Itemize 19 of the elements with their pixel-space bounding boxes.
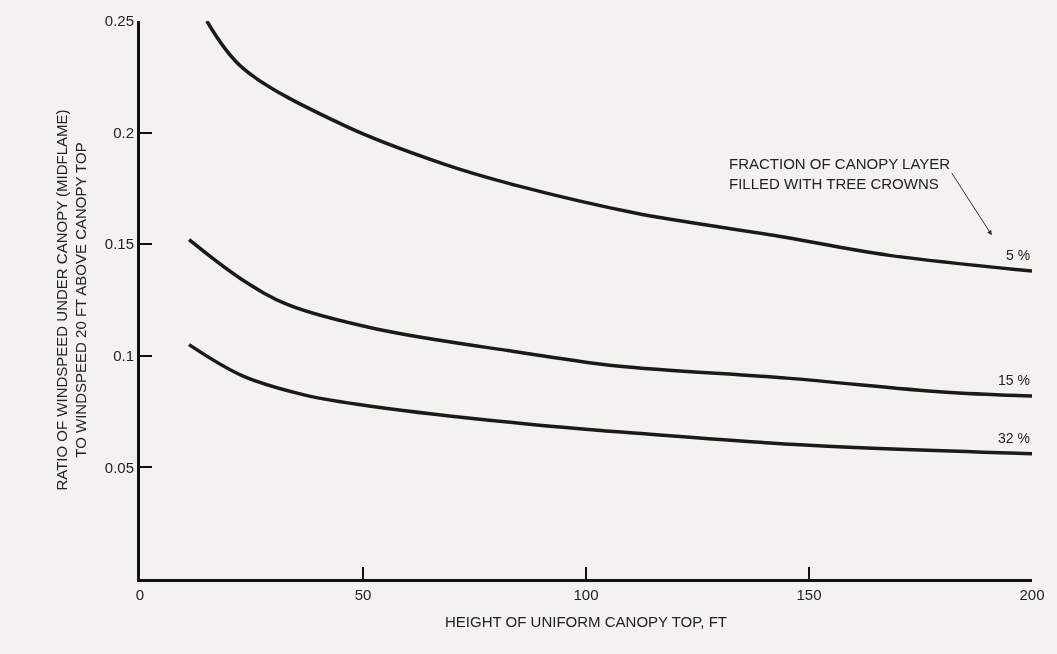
x-tick-label: 50 [354, 586, 372, 603]
y-tick-label: 0.15 [104, 235, 134, 253]
annotation: FRACTION OF CANOPY LAYER FILLED WITH TREE CROWNS [729, 155, 951, 192]
line-series [187, 237, 1032, 398]
x-tick-label: 200 [1019, 586, 1045, 603]
y-tick-label: 0.05 [104, 458, 134, 476]
line-series [205, 21, 1032, 273]
x-tick-label: 150 [796, 586, 822, 603]
y-tick-label: 0.1 [113, 347, 134, 365]
series-label: 32 % [998, 430, 1030, 446]
y-tick-label: 0.2 [113, 123, 134, 141]
series-label: 5 % [1006, 247, 1031, 263]
x-tick-label: 0 [135, 586, 145, 603]
series-label: 15 % [998, 372, 1030, 388]
x-tick-label: 100 [573, 586, 599, 603]
line-series [187, 342, 1032, 456]
x-axis-title: HEIGHT OF UNIFORM CANOPY TOP, FT [445, 613, 727, 630]
y-axis-title: RATIO OF WINDSPEED UNDER CANOPY (MIDFLAME) TO WINDSPEED 20 FT ABOVE CANOPY TOP [52, 109, 90, 491]
y-tick-label: 0.25 [104, 12, 134, 30]
